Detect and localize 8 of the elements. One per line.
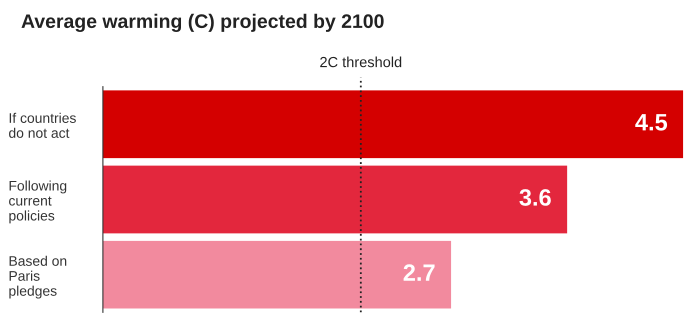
data-label: 2.7	[404, 264, 435, 281]
y-tick-label: If countries do not act	[9, 112, 76, 138]
y-tick-label: Based on Paris pledges	[9, 256, 66, 299]
y-tick-label: Following current policies	[9, 180, 66, 224]
ref-line-label: 2C threshold	[320, 56, 402, 68]
data-label: 4.5	[635, 114, 668, 131]
data-label: 3.6	[519, 189, 551, 206]
chart-title: Average warming (C) projected by 2100	[21, 14, 384, 32]
